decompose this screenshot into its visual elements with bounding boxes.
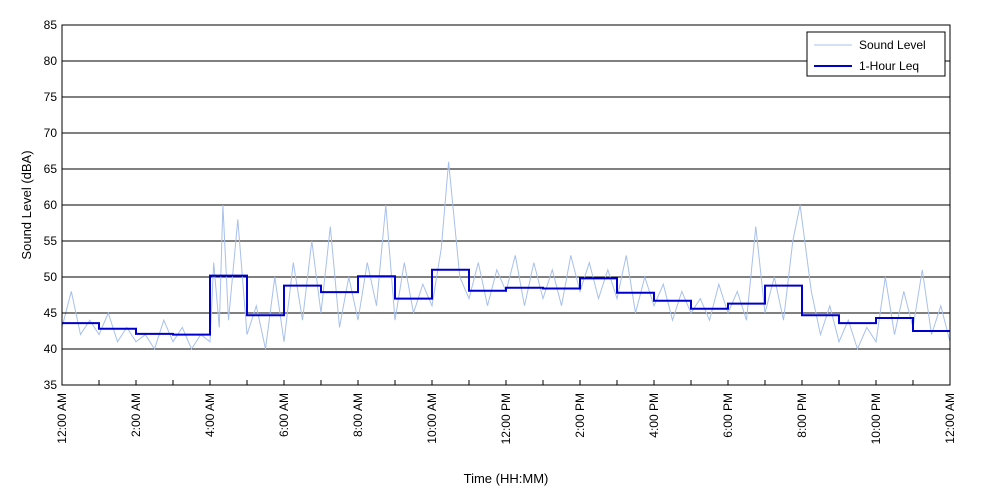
y-tick-label-70: 70 — [44, 126, 58, 140]
x-tick-label-9: 6:00 PM — [721, 393, 735, 438]
y-tick-label-85: 85 — [44, 18, 58, 32]
legend: Sound Level 1-Hour Leq — [806, 31, 946, 77]
y-tick-label-65: 65 — [44, 162, 58, 176]
legend-label-sound-level: Sound Level — [859, 38, 926, 52]
y-tick-label-50: 50 — [44, 270, 58, 284]
y-tick-label-55: 55 — [44, 234, 58, 248]
series-1-hour-leq-step — [62, 268, 950, 336]
legend-box — [806, 31, 946, 77]
x-tick-label-8: 4:00 PM — [647, 393, 661, 438]
y-tick-label-45: 45 — [44, 306, 58, 320]
x-tick-label-1: 2:00 AM — [129, 393, 143, 437]
x-tick-label-6: 12:00 PM — [499, 393, 513, 444]
y-tick-label-80: 80 — [44, 54, 58, 68]
x-tick-label-11: 10:00 PM — [869, 393, 883, 444]
y-tick-label-60: 60 — [44, 198, 58, 212]
x-tick-label-2: 4:00 AM — [203, 393, 217, 437]
y-tick-label-75: 75 — [44, 90, 58, 104]
legend-label-1-hour-leq: 1-Hour Leq — [859, 59, 919, 73]
x-tick-label-7: 2:00 PM — [573, 393, 587, 438]
x-axis-label: Time (HH:MM) — [464, 471, 549, 486]
x-tick-label-12: 12:00 AM — [943, 393, 957, 444]
series-layer — [61, 161, 951, 351]
axis-ticks: 35 40 45 50 55 60 65 70 75 80 85 12:00 AM 2:00 AM 4:0… — [44, 18, 957, 444]
x-tick-label-0: 12:00 AM — [55, 393, 69, 444]
x-tick-label-5: 10:00 AM — [425, 393, 439, 444]
x-tick-label-3: 6:00 AM — [277, 393, 291, 437]
x-tick-label-10: 8:00 PM — [795, 393, 809, 438]
series-sound-level-line — [61, 161, 951, 351]
y-axis-label: Sound Level (dBA) — [19, 150, 34, 259]
x-tick-label-4: 8:00 AM — [351, 393, 365, 437]
y-tick-label-35: 35 — [44, 378, 58, 392]
y-tick-label-40: 40 — [44, 342, 58, 356]
